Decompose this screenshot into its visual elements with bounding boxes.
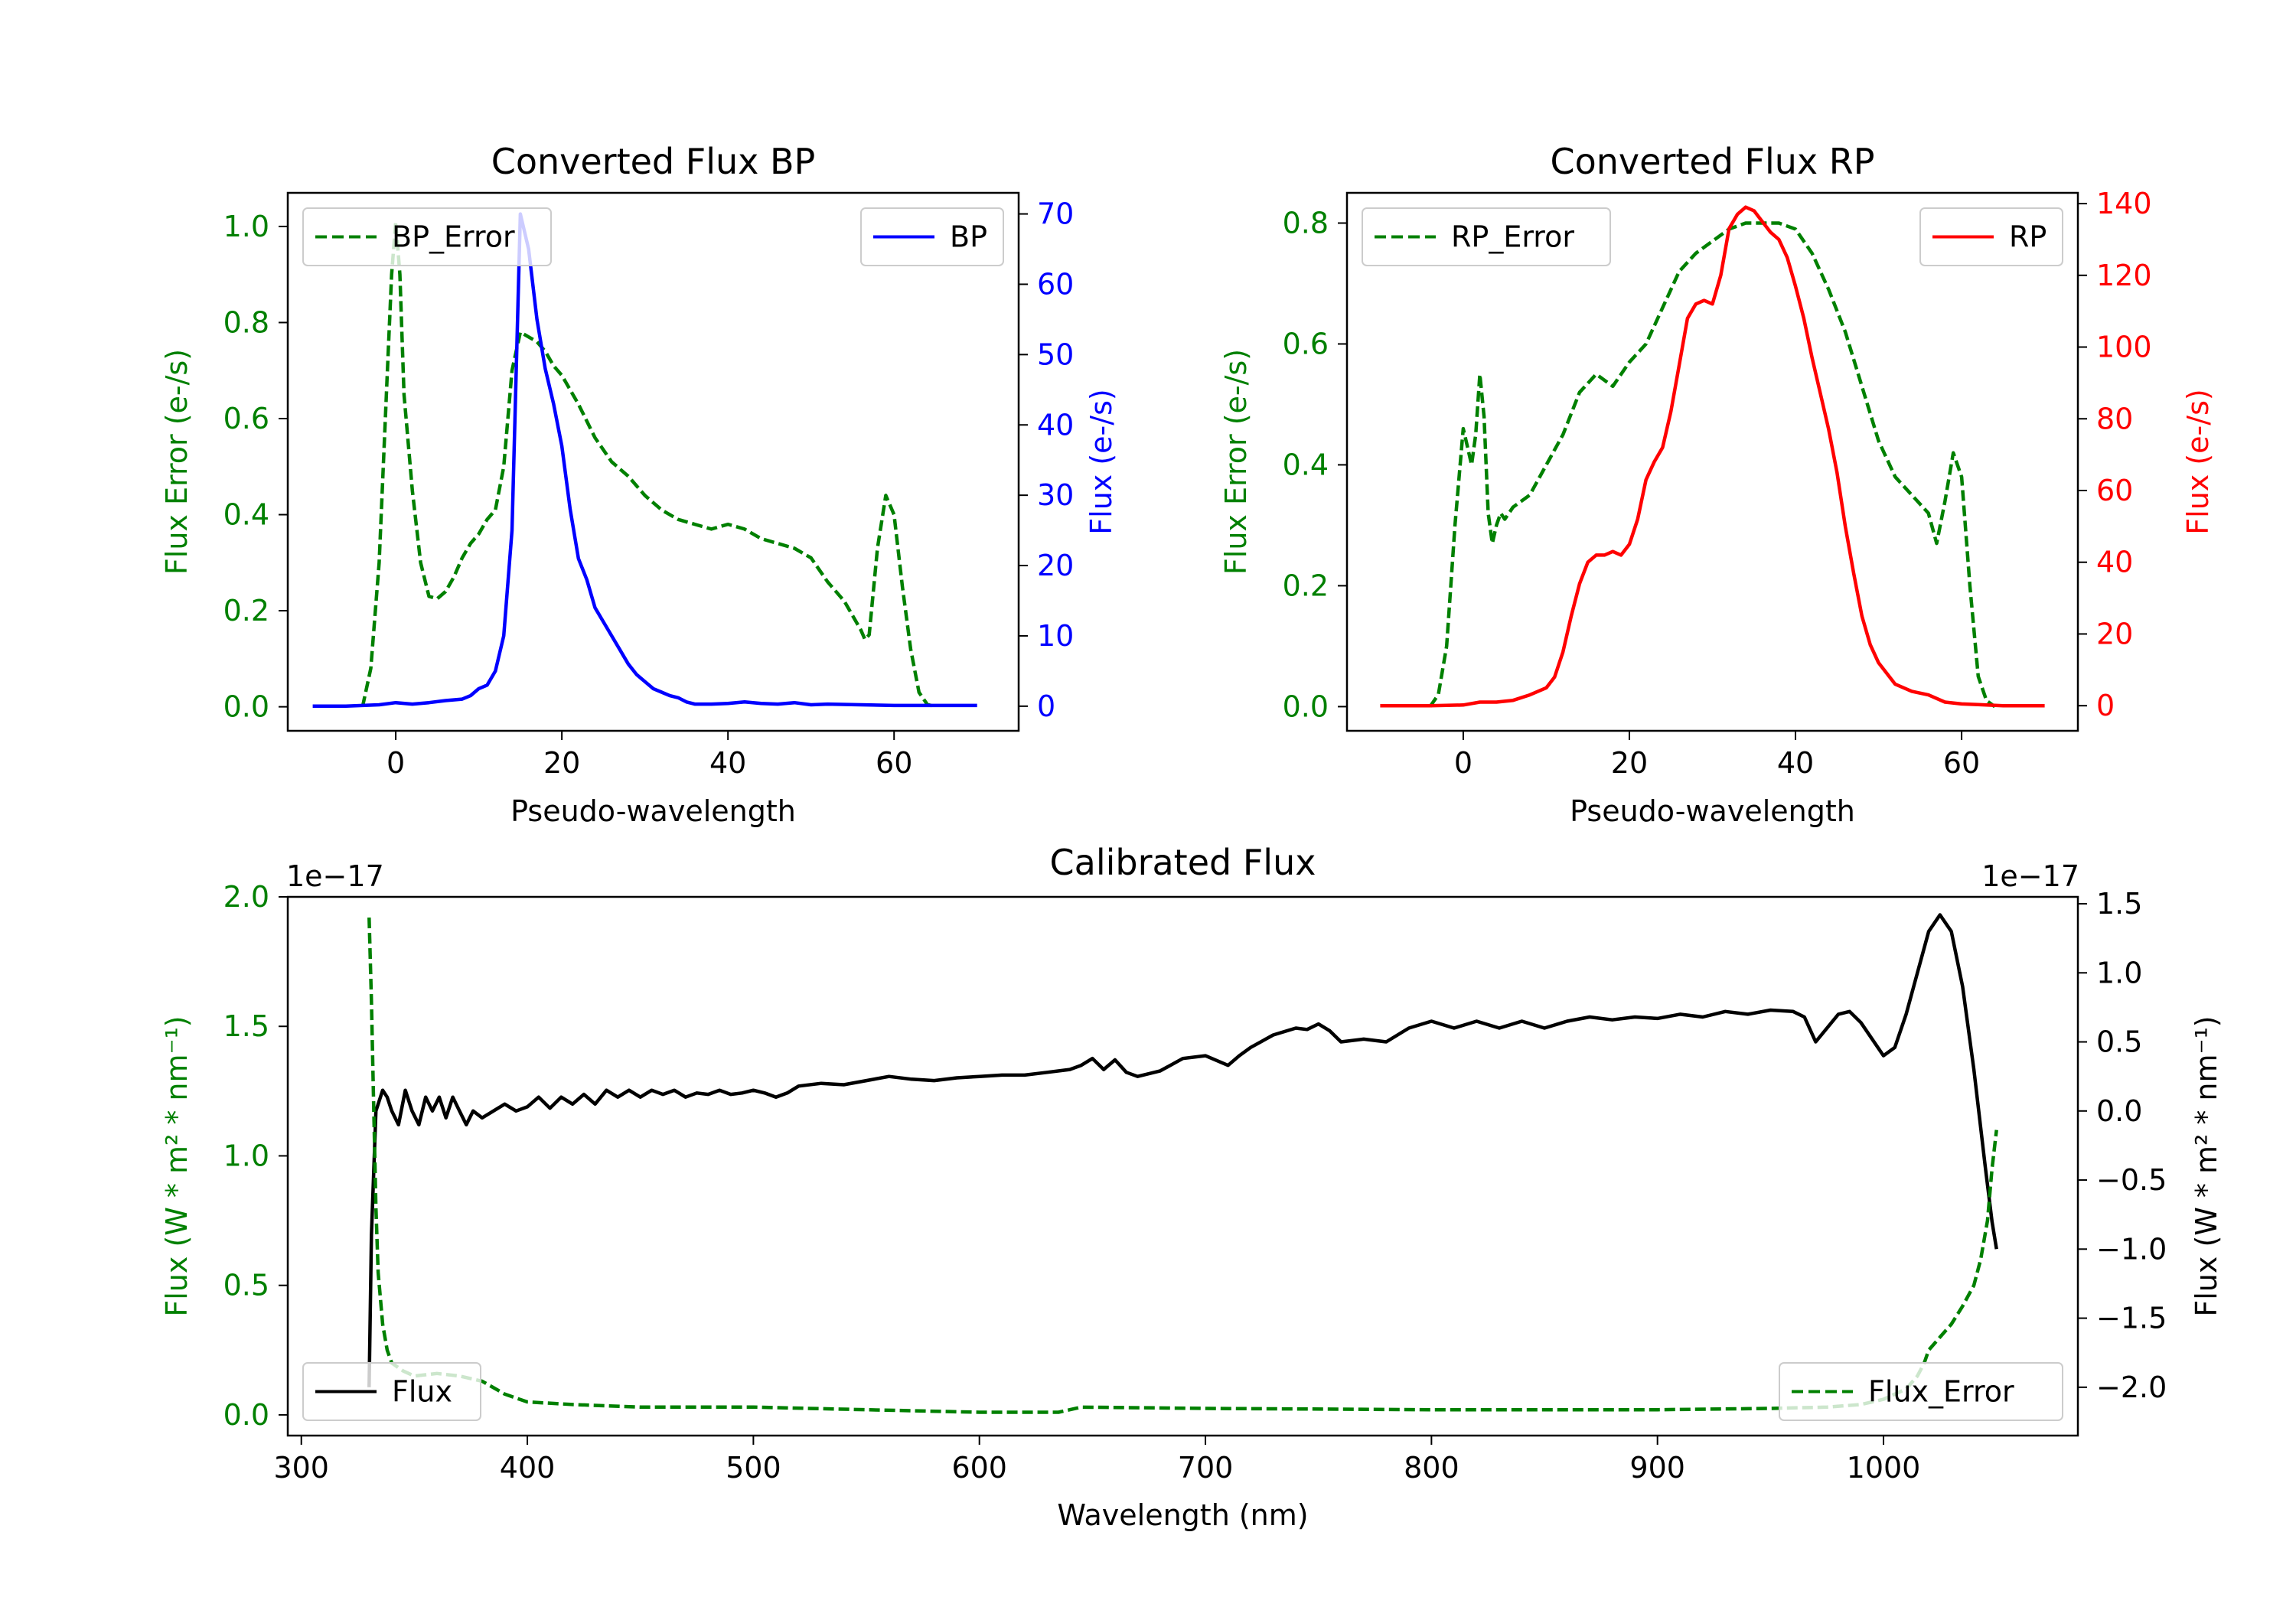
bp-y-axis-right-label: Flux (e-/s): [1084, 389, 1118, 534]
calibrated-offset-left-label: 1e−17: [286, 859, 384, 893]
rp-ytick-right-label: 100: [2096, 331, 2152, 364]
rp-ytick-left-label: 0.4: [1283, 448, 1329, 481]
bp-legend-left-frame: [302, 207, 552, 266]
rp-ytick-right-label: 140: [2096, 187, 2152, 220]
rp-series-rp-error-line: [1428, 221, 1996, 709]
rp-ytick-right-label: 40: [2096, 546, 2133, 579]
calibrated-xtick-label: 800: [1404, 1451, 1459, 1485]
calibrated-xtick-label: 1000: [1847, 1451, 1921, 1485]
rp-legend-left-label: RP_Error: [1451, 220, 1574, 254]
calibrated-axes-frame: [286, 895, 2079, 1437]
calibrated-ytick-left-label: 0.0: [223, 1398, 269, 1432]
rp-x-axis-label: Pseudo-wavelength: [1570, 794, 1855, 828]
calibrated-ytick-left-label: 1.5: [223, 1009, 269, 1043]
bp-series-bp-line: [312, 212, 977, 709]
calibrated-xtick-label: 600: [951, 1451, 1007, 1485]
bp-xtick-label: 20: [543, 746, 580, 780]
rp-ytick-right-label: 20: [2096, 617, 2133, 650]
rp-ytick-right-label: 60: [2096, 474, 2133, 507]
calibrated-offset-right-label: 1e−17: [1981, 859, 2079, 893]
bp-ytick-right-label: 10: [1037, 619, 1074, 653]
calibrated-xtick-label: 400: [500, 1451, 556, 1485]
bp-ytick-right-label: 0: [1037, 689, 1055, 723]
bp-ytick-left-label: 0.2: [223, 594, 269, 627]
bp-legend-left-label: BP_Error: [392, 220, 515, 254]
bp-xtick-label: 0: [386, 746, 405, 780]
rp-xtick-label: 20: [1611, 746, 1648, 780]
bp-xtick-label: 40: [709, 746, 746, 780]
bp-ytick-left-label: 1.0: [223, 210, 269, 243]
rp-ytick-left-label: 0.8: [1283, 206, 1329, 240]
calibrated-ytick-right-label: −2.0: [2096, 1371, 2167, 1404]
bp-ytick-left-label: 0.8: [223, 305, 269, 339]
bp-x-axis-label: Pseudo-wavelength: [510, 794, 796, 828]
calibrated-ytick-right-label: −1.5: [2096, 1302, 2167, 1335]
calibrated-ytick-left-label: 2.0: [223, 880, 269, 914]
rp-ytick-right-label: 120: [2096, 259, 2152, 292]
calibrated-ytick-right-label: −0.5: [2096, 1163, 2167, 1197]
bp-series-bp-error-line: [360, 220, 937, 709]
calibrated-xtick-label: 900: [1629, 1451, 1685, 1485]
bp-ytick-right-label: 60: [1037, 267, 1074, 301]
bp-ytick-right-label: 20: [1037, 549, 1074, 582]
rp-legend-left-frame: [1362, 207, 1611, 266]
calibrated-ytick-left-label: 1.0: [223, 1139, 269, 1172]
bp-y-axis-left-label: Flux Error (e-/s): [160, 349, 194, 575]
calibrated-xtick-label: 300: [273, 1451, 329, 1485]
bp-ytick-right-label: 50: [1037, 337, 1074, 371]
calibrated-ytick-right-label: −1.0: [2096, 1232, 2167, 1266]
rp-ytick-right-label: 80: [2096, 402, 2133, 435]
rp-ytick-left-label: 0.6: [1283, 327, 1329, 360]
calibrated-ytick-right-label: 1.5: [2096, 887, 2142, 921]
bp-ytick-left-label: 0.6: [223, 402, 269, 435]
calibrated-ytick-right-label: 0.5: [2096, 1025, 2142, 1059]
rp-y-axis-right-label: Flux (e-/s): [2181, 389, 2215, 534]
calibrated-xtick-label: 700: [1178, 1451, 1234, 1485]
calibrated-chart-title: Calibrated Flux: [1050, 842, 1316, 883]
calibrated-ytick-left-label: 0.5: [223, 1269, 269, 1302]
rp-chart-title: Converted Flux RP: [1551, 141, 1875, 182]
calibrated-y-axis-right-label: Flux (W * m² * nm⁻¹): [2190, 1015, 2223, 1316]
bp-legend-right-label: BP: [950, 220, 987, 254]
calibrated-legend-left-label: Flux: [392, 1375, 452, 1409]
calibrated-x-axis-label: Wavelength (nm): [1057, 1498, 1308, 1532]
calibrated-y-axis-left-label: Flux (W * m² * nm⁻¹): [160, 1015, 194, 1316]
rp-xtick-label: 0: [1454, 746, 1473, 780]
bp-ytick-left-label: 0.4: [223, 498, 269, 532]
calibrated-ytick-right-label: 0.0: [2096, 1094, 2142, 1128]
calibrated-legend-right-frame: [1779, 1362, 2063, 1421]
bp-ytick-right-label: 70: [1037, 197, 1074, 231]
rp-ytick-right-label: 0: [2096, 689, 2115, 722]
bp-ytick-right-label: 30: [1037, 478, 1074, 512]
calibrated-xtick-label: 500: [726, 1451, 781, 1485]
calibrated-ytick-right-label: 1.0: [2096, 956, 2142, 989]
rp-ytick-left-label: 0.0: [1283, 689, 1329, 723]
rp-series-rp-line: [1380, 205, 2045, 708]
bp-xtick-label: 60: [876, 746, 912, 780]
bp-axes-frame: [286, 191, 1020, 732]
calibrated-series-flux-error-line: [367, 918, 1998, 1414]
rp-xtick-label: 40: [1777, 746, 1814, 780]
calibrated-legend-left-frame: [302, 1362, 481, 1421]
rp-axes-frame: [1345, 191, 2079, 732]
bp-ytick-left-label: 0.0: [223, 690, 269, 724]
calibrated-legend-right-label: Flux_Error: [1868, 1375, 2014, 1409]
rp-xtick-label: 60: [1943, 746, 1980, 780]
bp-chart-title: Converted Flux BP: [491, 141, 816, 182]
rp-ytick-left-label: 0.2: [1283, 569, 1329, 602]
rp-y-axis-left-label: Flux Error (e-/s): [1219, 349, 1253, 575]
calibrated-series-flux-line: [367, 913, 1998, 1387]
bp-ytick-right-label: 40: [1037, 408, 1074, 442]
rp-legend-right-label: RP: [2009, 220, 2047, 254]
